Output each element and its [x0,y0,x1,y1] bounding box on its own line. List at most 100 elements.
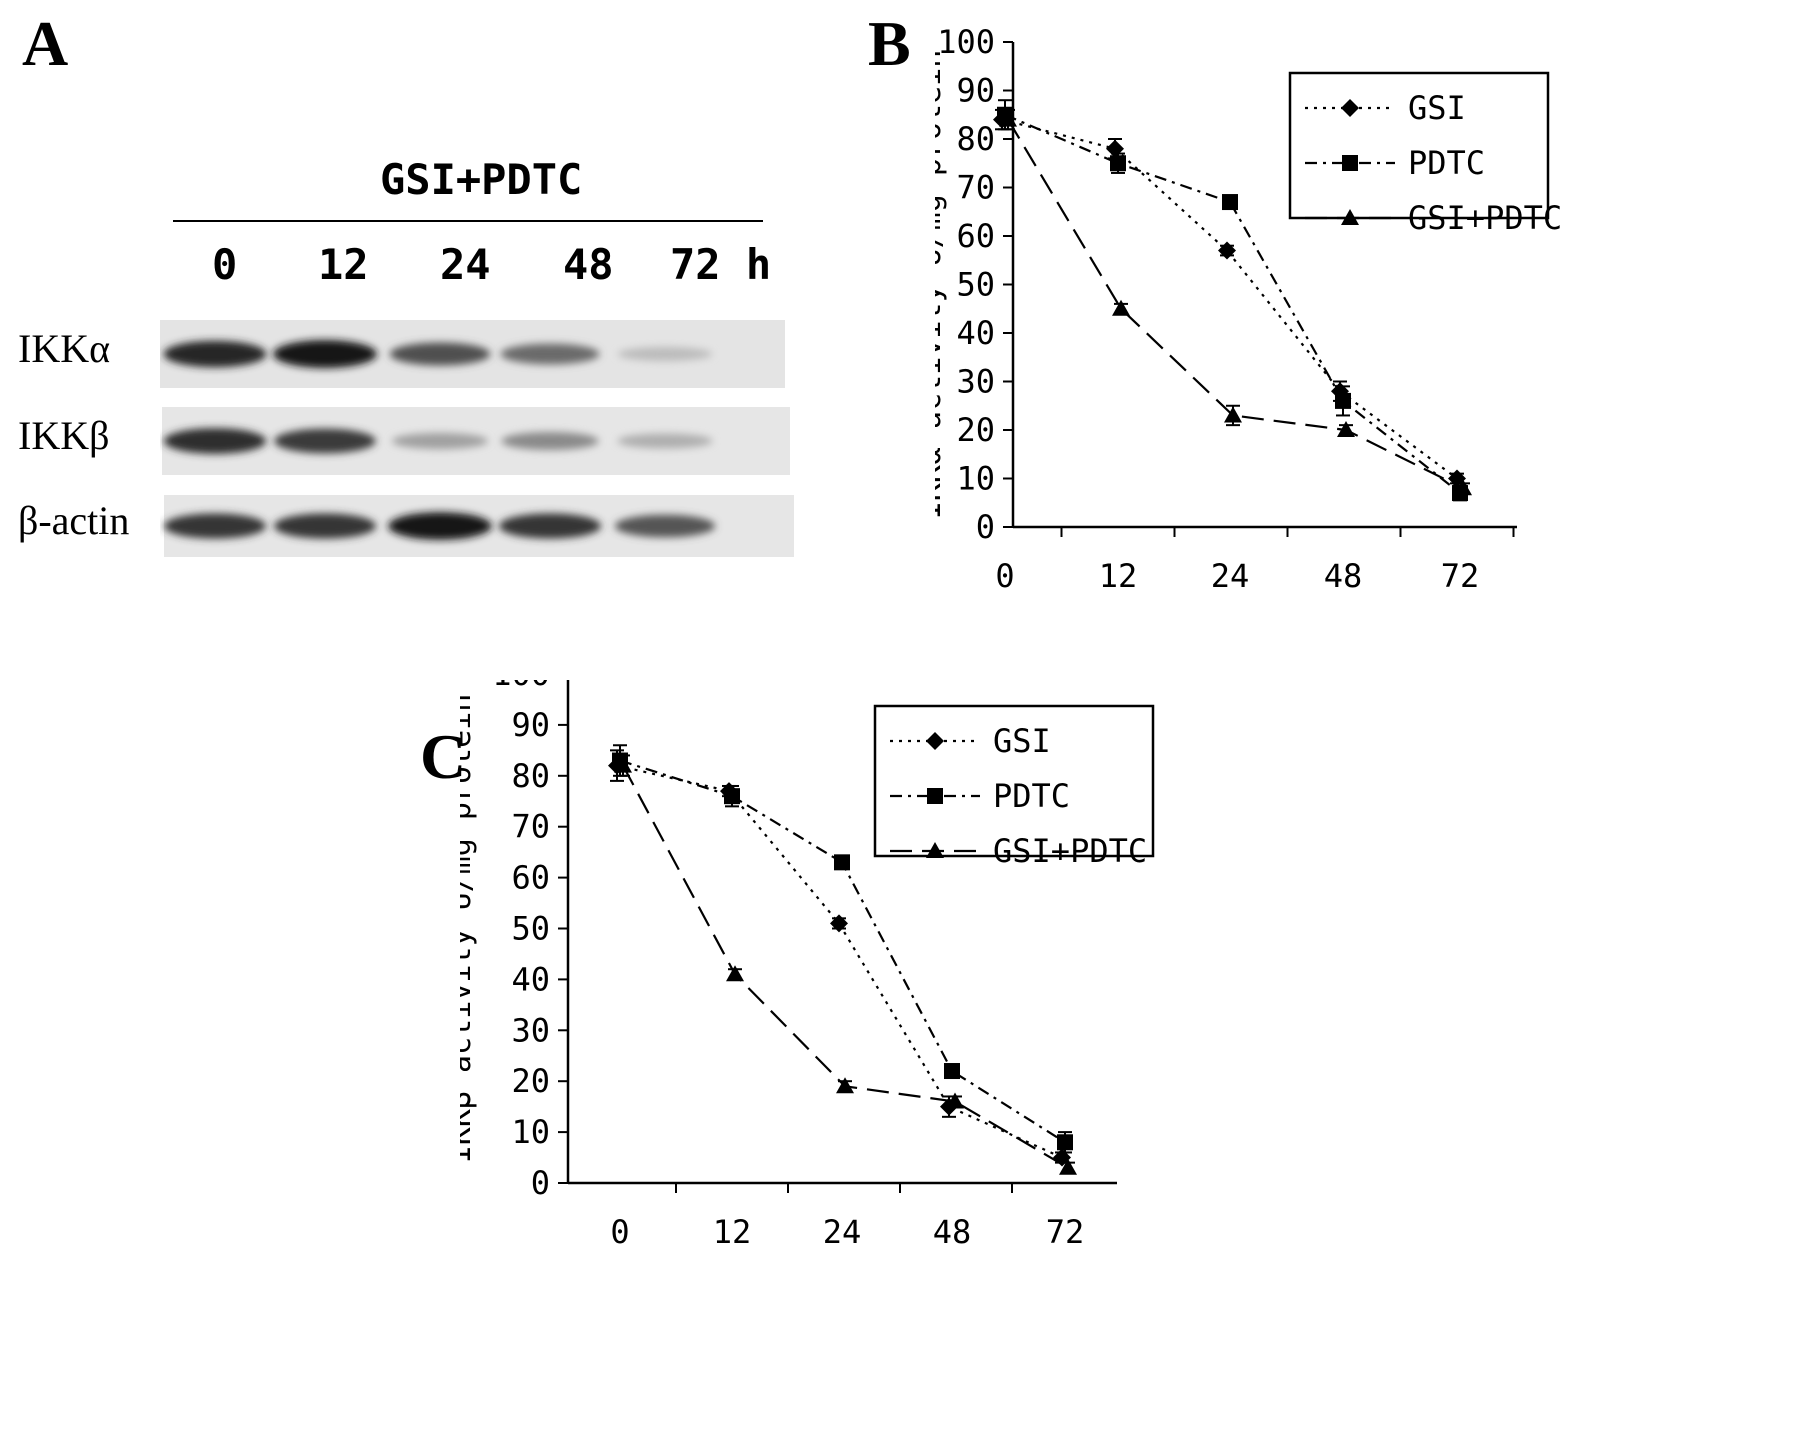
chart-b-y-tick-label: 40 [956,314,995,352]
chart-b-series-gsi-pdtc-point [1112,299,1130,316]
chart-c-y-tick-label: 0 [531,1164,550,1202]
panel-b-letter: B [868,8,911,79]
chart-b-x-tick-label: 72 [1441,557,1480,595]
blot-treatment-label: GSI+PDTC [380,155,583,204]
blot-band-beta-actin-lane-5 [614,514,716,538]
chart-c-x-tick-label: 12 [713,1213,752,1251]
chart-c-series-pdtc-point [834,854,850,871]
chart-b-legend: GSI PDTC GSI+PDTC [1288,71,1562,237]
chart-c-y-tick-label: 10 [511,1113,550,1151]
chart-c-legend-gsi-pdtc-marker [926,842,944,858]
chart-b-y-tick-label: 90 [956,72,995,110]
blot-bands [163,340,716,540]
chart-b-series-gsi-line [1001,118,1458,480]
chart-b-series-gsi-point [1218,241,1236,260]
blot-row-label-ikka: IKKα [18,326,111,371]
blot-band-beta-actin-lane-2 [273,513,377,539]
chart-b-series-gsi-pdtc-point [1454,479,1472,496]
blot-band-beta-actin-lane-4 [498,513,602,539]
chart-b-legend-box [1288,71,1550,220]
chart-b-legend-pdtc-marker [1342,155,1358,171]
chart-c-y-tick-label: 90 [511,706,550,744]
blot-band-beta-actin-lane-3 [388,512,492,540]
chart-b-series-gsi-pdtc-point [1224,406,1242,423]
chart-b-x-tick-label: 48 [1324,557,1363,595]
chart-b-x-tick-label: 12 [1099,557,1138,595]
chart-b-legend-pdtc-label: PDTC [1408,144,1485,182]
chart-c-series-gsi-point [830,914,848,933]
chart-b-series-gsi-point [1106,139,1124,158]
blot-time-0: 0 [212,240,238,289]
chart-b-ikka-activity: 0 10 20 30 40 50 60 70 80 90 100 0 12 24 48 72 IKKα acti… [935,23,1562,595]
chart-b-legend-gsi-marker [1341,99,1359,117]
blot-band-beta-actin-lane-1 [163,513,267,539]
blot-time-24: 24 [440,240,491,289]
chart-c-x-tick-label: 0 [610,1213,629,1251]
chart-c-series-gsi-pdtc-point [946,1092,964,1109]
chart-b-y-tick-label: 70 [956,169,995,207]
chart-b-series-gsi-pdtc-point [1337,421,1355,437]
blot-band-ikkb-lane-2 [274,428,376,454]
chart-b-legend-gsi-label: GSI [1408,89,1466,127]
chart-b-y-tick-label: 20 [956,411,995,449]
chart-b-series-pdtc-point [1222,194,1238,211]
chart-c-y-axis-title: IKKβ activity U/mg protein [460,694,478,1164]
chart-b-series-pdtc-point [1110,155,1126,172]
chart-c-y-tick-label: 70 [511,808,550,846]
chart-c-x-tick-label: 48 [933,1213,972,1251]
chart-b-y-tick-label: 0 [976,508,995,546]
blot-time-72h: 72 h [670,240,772,289]
chart-c-series-gsi-pdtc-point [614,756,632,773]
blot-band-ikkb-lane-1 [163,428,267,454]
chart-b-series-pdtc-point [1335,392,1351,409]
chart-c-y-tick-label: 20 [511,1062,550,1100]
blot-band-ikkb-lane-3 [391,432,489,450]
blot-band-ikkb-lane-5 [617,433,713,449]
chart-b-y-tick-label: 80 [956,120,995,158]
blot-band-ikka-lane-2 [273,340,377,368]
panel-a-letter: A [22,8,69,79]
chart-c-y-tick-label: 30 [511,1011,550,1049]
chart-c-legend-gsi-pdtc-label: GSI+PDTC [993,832,1147,870]
blot-band-ikka-lane-1 [163,340,267,368]
blot-band-ikkb-lane-4 [501,431,599,451]
blot-row-label-beta-actin: β-actin [18,498,130,543]
chart-b-y-tick-label: 30 [956,363,995,401]
blot-row-label-ikkb: IKKβ [18,413,110,458]
chart-b-y-tick-label: 50 [956,266,995,304]
chart-c-legend-gsi-label: GSI [993,722,1051,760]
chart-c-series-gsi-pdtc-point [836,1077,854,1094]
chart-b-x-tick-label: 24 [1211,557,1250,595]
chart-c-legend-gsi-marker [926,732,944,750]
chart-b-x-tick-label: 0 [995,557,1014,595]
chart-b-y-tick-label: 10 [956,460,995,498]
chart-c-series-gsi-pdtc-point [726,965,744,982]
blot-time-48: 48 [563,240,614,289]
blot-band-ikka-lane-5 [617,347,713,361]
chart-c-series-pdtc-point [1057,1134,1073,1151]
chart-b-y-tick-label: 100 [937,23,995,61]
chart-b-legend-gsi-pdtc-marker [1341,209,1359,225]
chart-c-legend-pdtc-marker [927,788,943,804]
chart-c-series-gsi-line [616,764,1063,1159]
chart-c-legend-pdtc-label: PDTC [993,777,1070,815]
blot-band-ikka-lane-4 [500,343,600,365]
panel-c-letter: C [420,721,467,792]
chart-c-y-tick-label: 60 [511,859,550,897]
chart-c-y-tick-label: 80 [511,757,550,795]
chart-c-y-tick-label: 50 [511,910,550,948]
chart-c-legend: GSI PDTC GSI+PDTC [873,704,1155,870]
chart-b-legend-gsi-pdtc-label: GSI+PDTC [1408,199,1562,237]
chart-c-x-tick-label: 72 [1046,1213,1085,1251]
chart-c-legend-box [873,704,1155,858]
blot-time-12: 12 [318,240,369,289]
chart-c-series-gsi-pdtc-point [1059,1158,1077,1175]
blot-treatment-bracket [173,220,763,222]
chart-b-series-pdtc-line [1004,113,1461,494]
chart-c-y-tick-label: 40 [511,960,550,998]
chart-b-y-tick-label: 60 [956,217,995,255]
chart-c-y-tick-label: 100 [492,680,550,693]
chart-c-series-pdtc-point [944,1063,960,1080]
blot-band-ikka-lane-3 [389,342,491,366]
blot-image [160,320,794,557]
